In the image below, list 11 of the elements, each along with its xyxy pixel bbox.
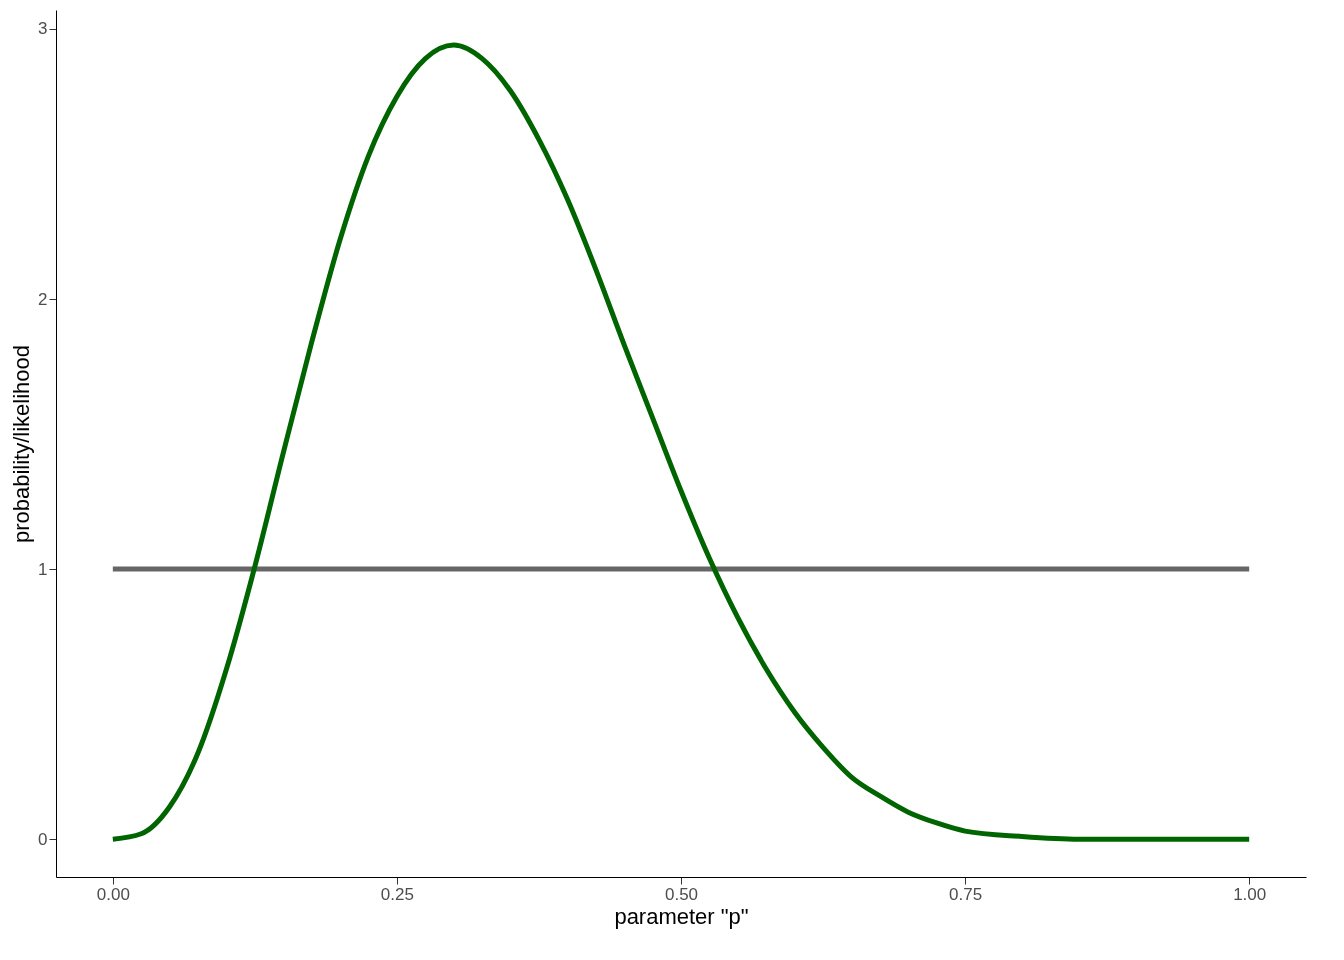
x-axis-title: parameter "p"	[614, 903, 749, 929]
y-axis-title: probability/likelihood	[9, 344, 35, 544]
x-tick-label: 1.00	[1233, 884, 1267, 904]
y-tick-label: 0	[38, 829, 48, 849]
x-tick-label: 0.50	[664, 884, 699, 904]
x-tick-label: 0.25	[380, 884, 414, 904]
y-tick-label: 3	[38, 19, 48, 39]
x-tick-label: 0.75	[949, 884, 983, 904]
x-tick-label: 0.00	[96, 884, 130, 904]
y-tick-label: 1	[38, 559, 48, 579]
y-tick-label: 2	[38, 289, 48, 309]
